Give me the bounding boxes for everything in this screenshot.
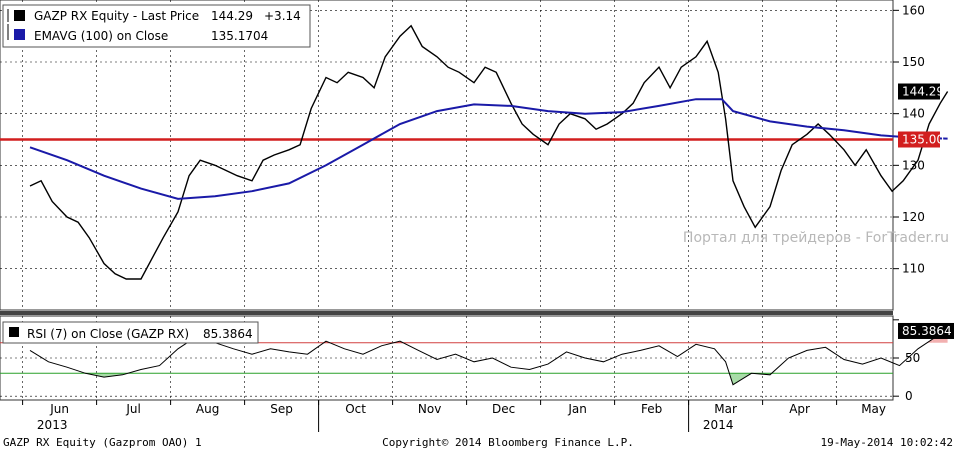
month-label: Jun: [49, 402, 69, 416]
price-y-tick-label: 110: [902, 262, 925, 276]
footer-timestamp: 19-May-2014 10:02:42: [821, 436, 953, 449]
rsi-y-tick-label: 50: [905, 351, 920, 365]
footer-copyright: Copyright© 2014 Bloomberg Finance L.P.: [382, 436, 634, 449]
month-label: Jul: [125, 402, 140, 416]
month-label: Sep: [270, 402, 293, 416]
level-badge: 135.00: [898, 131, 944, 148]
price-y-tick-label: 130: [902, 158, 925, 172]
month-label: Aug: [196, 402, 219, 416]
svg-text:85.3864: 85.3864: [902, 324, 952, 338]
rsi-badge: 85.3864: [898, 322, 954, 339]
price-y-tick-label: 140: [902, 107, 925, 121]
month-label: Mar: [714, 402, 737, 416]
ema-legend-value: 135.1704: [211, 29, 268, 43]
month-label: Jan: [567, 402, 587, 416]
rsi-grid: [0, 316, 893, 400]
svg-text:135.00: 135.00: [902, 133, 944, 147]
month-label: Dec: [492, 402, 515, 416]
watermark: Портал для трейдеров - ForTrader.ru: [683, 230, 949, 246]
month-label: Apr: [789, 402, 810, 416]
month-label: May: [861, 402, 886, 416]
rsi-y-tick-label: 0: [905, 389, 913, 403]
price-series-line: [29, 24, 949, 280]
svg-text:144.29: 144.29: [902, 85, 944, 99]
price-grid: [0, 0, 893, 310]
month-label: Nov: [418, 402, 441, 416]
price-y-tick-label: 160: [902, 3, 925, 17]
rsi-legend-value: 85.3864: [203, 327, 253, 341]
year-label-2014: 2014: [703, 418, 734, 432]
price-panel-frame: [0, 0, 894, 311]
price-legend-change: +3.14: [264, 9, 301, 23]
month-label: Feb: [641, 402, 662, 416]
price-y-axis: 110 120 130 140 150 160: [893, 3, 925, 276]
price-legend-label: GAZP RX Equity - Last Price: [34, 9, 199, 23]
price-y-tick-label: 150: [902, 55, 925, 69]
price-y-tick-label: 120: [902, 210, 925, 224]
rsi-legend: RSI (7) on Close (GAZP RX) 85.3864: [2, 321, 259, 344]
rsi-legend-label: RSI (7) on Close (GAZP RX): [27, 327, 189, 341]
price-legend: GAZP RX Equity - Last Price 144.29 +3.14…: [2, 4, 311, 48]
price-badge: 144.29: [898, 83, 944, 100]
month-label: Oct: [345, 402, 366, 416]
footer-ticker: GAZP RX Equity (Gazprom OAO) 1: [3, 436, 202, 449]
rsi-y-axis: 0 50: [893, 319, 920, 403]
x-axis: Jun Jul Aug Sep Oct Nov Dec Jan Feb Mar Apr May: [22, 400, 886, 432]
year-label-2013: 2013: [37, 418, 68, 432]
ema-series-line: [29, 98, 948, 200]
price-legend-value: 144.29: [211, 9, 253, 23]
ema-legend-label: EMAVG (100) on Close: [34, 29, 168, 43]
